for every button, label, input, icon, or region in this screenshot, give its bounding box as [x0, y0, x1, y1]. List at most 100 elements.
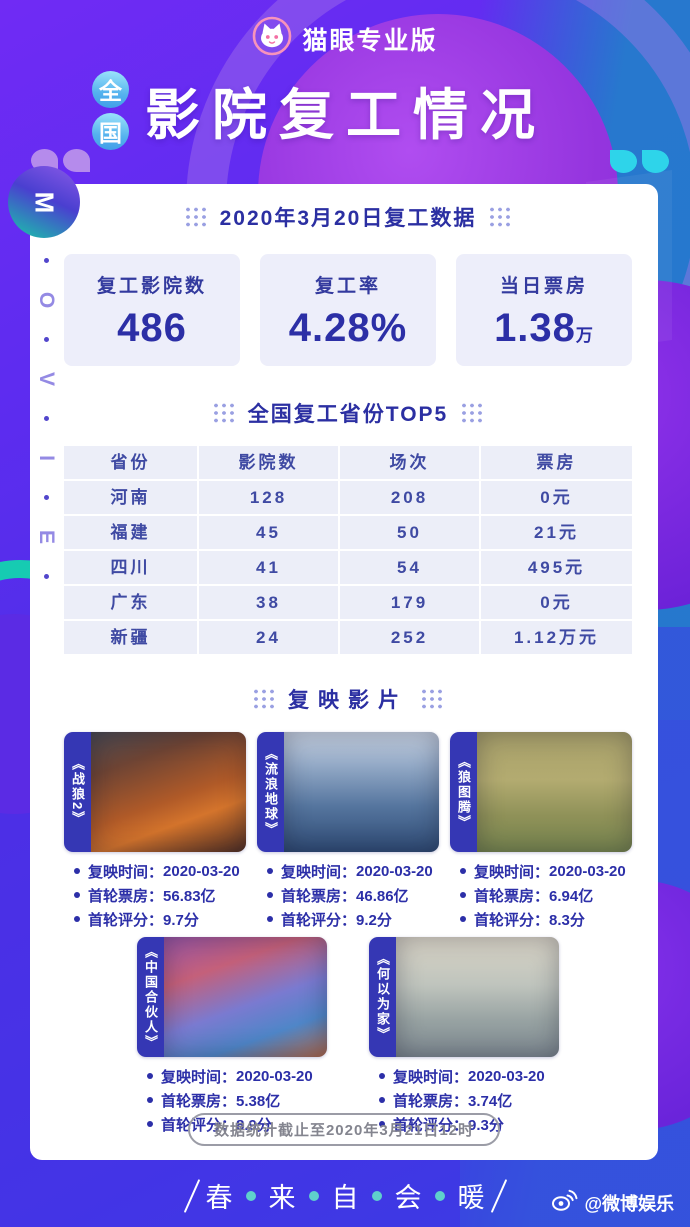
province-table: 省份 影院数 场次 票房 河南 128 208 0元 福建 45 50 21元 …: [64, 446, 632, 654]
film-card-wolf-totem: 《狼图腾》 复映时间： 2020-03-20 首轮票房： 6.94亿 首轮评分： 8.…: [450, 732, 632, 931]
data-cutoff-note: 数据统计截止至2020年3月21日12时: [187, 1113, 501, 1146]
table-cell: 四川: [64, 551, 197, 584]
badge-quan: 全: [92, 70, 129, 108]
dot: [43, 574, 49, 579]
poster-image: [164, 937, 327, 1057]
film-title-strip: 《狼图腾》: [450, 732, 477, 852]
weibo-handle: @微博娱乐: [584, 1193, 674, 1214]
table-cell: 1.12万元: [481, 621, 632, 654]
table-cell: 54: [340, 551, 479, 584]
table-header: 场次: [340, 446, 479, 479]
table-cell: 179: [340, 586, 479, 619]
slogan: 春 来 自 会 暖: [0, 1176, 690, 1215]
dot-grid-icon: [488, 206, 513, 228]
teal-dot: [434, 1190, 445, 1201]
poster: 《流浪地球》: [257, 732, 439, 852]
vertical-letter: I: [35, 455, 58, 461]
fact-label: 首轮票房：: [393, 1092, 469, 1110]
dot: [43, 416, 49, 421]
fact-value: 2020-03-20: [356, 862, 433, 880]
bullet-dot: [267, 916, 273, 922]
table-cell: 0元: [481, 481, 632, 514]
fact-value: 2020-03-20: [549, 862, 626, 880]
stat-label: 复工影院数: [96, 276, 207, 297]
table-cell: 广东: [64, 586, 197, 619]
quote-mark-icon: [63, 149, 90, 172]
bullet-dot: [460, 916, 466, 922]
dot-grid-icon: [183, 206, 208, 228]
table-header: 票房: [481, 446, 632, 479]
fact-value: 8.3分: [549, 911, 585, 929]
slogan-char: 来: [268, 1183, 296, 1213]
brand-name: 猫眼专业版: [302, 26, 438, 55]
fact-label: 首轮票房：: [161, 1092, 237, 1110]
teal-dot: [308, 1190, 319, 1201]
data-cutoff-row: 数据统计截止至2020年3月21日12时: [30, 1113, 658, 1146]
table-cell: 38: [199, 586, 338, 619]
slogan-char: 会: [394, 1183, 422, 1213]
section-title: 全国复工省份TOP5: [247, 403, 449, 426]
stat-label: 复工率: [314, 276, 381, 297]
quote-mark-icon: [642, 150, 669, 173]
maoyan-cat-icon: [252, 16, 292, 61]
slash-decoration: [183, 1178, 200, 1213]
table-cell: 495元: [481, 551, 632, 584]
movie-m-badge: M: [8, 166, 80, 238]
film-facts: 复映时间： 2020-03-20 首轮票房： 3.74亿 首轮评分： 9.3分: [369, 1064, 559, 1136]
fact-value: 2020-03-20: [468, 1067, 545, 1085]
bullet-dot: [379, 1097, 385, 1103]
bullet-dot: [267, 892, 273, 898]
poster: 《战狼2》: [64, 732, 246, 852]
films-row-1: 《战狼2》 复映时间： 2020-03-20 首轮票房： 56.83亿 首轮评分： 9…: [64, 732, 632, 931]
content-card: 2020年3月20日复工数据 复工影院数 486 复工率 4.28% 当日票房 …: [30, 184, 658, 1160]
section-title: 2020年3月20日复工数据: [219, 207, 477, 230]
fact-label: 首轮票房：: [88, 887, 164, 905]
stat-daily-boxoffice: 当日票房 1.38万: [456, 254, 632, 366]
poster: 《何以为家》: [369, 937, 559, 1057]
fact-value: 46.86亿: [356, 887, 409, 905]
bullet-dot: [379, 1073, 385, 1079]
film-facts: 复映时间： 2020-03-20 首轮票房： 56.83亿 首轮评分： 9.7分: [64, 859, 246, 931]
fact-value: 56.83亿: [163, 887, 216, 905]
table-cell: 福建: [64, 516, 197, 549]
slogan-char: 自: [331, 1183, 359, 1213]
teal-dot: [371, 1190, 382, 1201]
poster: 《中国合伙人》: [137, 937, 327, 1057]
fact-value: 8.9分: [236, 1116, 272, 1134]
table-header: 省份: [64, 446, 197, 479]
badge-guo: 国: [92, 112, 129, 150]
poster: 《狼图腾》: [450, 732, 632, 852]
vertical-letter: M: [29, 191, 60, 213]
fact-value: 2020-03-20: [236, 1067, 313, 1085]
fact-label: 复映时间：: [161, 1068, 237, 1086]
film-title-strip: 《何以为家》: [369, 937, 396, 1057]
table-cell: 45: [199, 516, 338, 549]
vertical-letter: O: [35, 291, 58, 309]
table-cell: 50: [340, 516, 479, 549]
fact-label: 复映时间：: [474, 863, 550, 881]
bullet-dot: [460, 892, 466, 898]
section-provinces-heading: 全国复工省份TOP5: [64, 398, 632, 428]
table-cell: 128: [199, 481, 338, 514]
stat-label: 当日票房: [499, 276, 588, 297]
table-cell: 252: [340, 621, 479, 654]
stat-cards: 复工影院数 486 复工率 4.28% 当日票房 1.38万: [64, 254, 632, 366]
bullet-dot: [147, 1073, 153, 1079]
stat-value: 4.28%: [288, 306, 408, 350]
stat-reopen-rate: 复工率 4.28%: [260, 254, 436, 366]
film-facts: 复映时间： 2020-03-20 首轮票房： 46.86亿 首轮评分： 9.2分: [257, 859, 439, 931]
film-facts: 复映时间： 2020-03-20 首轮票房： 5.38亿 首轮评分： 8.9分: [137, 1064, 327, 1136]
film-card-capernaum: 《何以为家》 复映时间： 2020-03-20 首轮票房： 3.74亿 首轮评分： 9…: [369, 937, 559, 1136]
dot: [43, 258, 49, 263]
fact-value: 9.7分: [163, 911, 199, 929]
nationwide-badges: 全 国: [92, 70, 129, 150]
dot-grid-icon: [420, 688, 444, 710]
table-cell: 河南: [64, 481, 197, 514]
bullet-dot: [147, 1121, 153, 1127]
bullet-dot: [74, 868, 80, 874]
film-title-strip: 《战狼2》: [64, 732, 91, 852]
poster-image: [396, 937, 559, 1057]
film-card-wandering-earth: 《流浪地球》 复映时间： 2020-03-20 首轮票房： 46.86亿 首轮评分：…: [257, 732, 439, 931]
dot-grid-icon: [460, 402, 485, 424]
weibo-icon: [551, 1188, 578, 1217]
